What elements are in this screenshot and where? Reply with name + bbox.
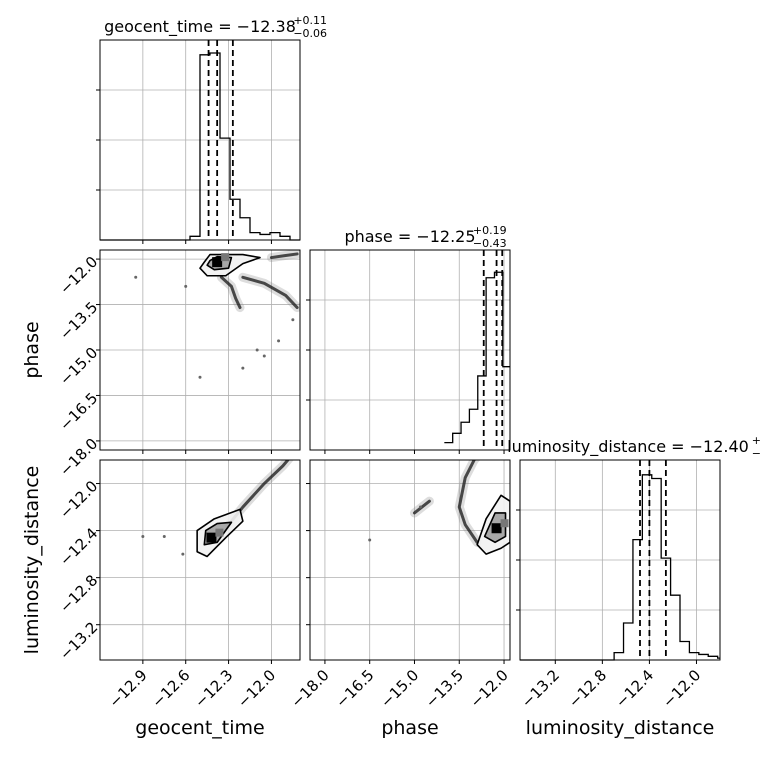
density-peak (212, 257, 223, 268)
panel-title-luminosity_distance: luminosity_distance = −12.40 (507, 437, 749, 457)
density-peak-shade (221, 253, 230, 262)
density-peak (491, 523, 502, 534)
histogram-phase (444, 271, 510, 444)
panel-frame (99, 459, 301, 661)
x-axis-label-luminosity_distance: luminosity_distance (526, 717, 715, 739)
x-axis-label-phase: phase (381, 717, 438, 739)
x-tick-label: −12.0 (234, 666, 279, 711)
sample-density (238, 272, 300, 313)
x-tick-label: −18.0 (288, 666, 333, 711)
x-tick-label: −12.8 (565, 666, 610, 711)
y-tick-label: −12.0 (56, 477, 101, 522)
title-minus: −0.06 (293, 27, 327, 40)
y-tick-label: −13.2 (56, 618, 101, 663)
x-tick-label: −12.0 (467, 666, 512, 711)
sample-point (134, 275, 138, 279)
y-tick-label: −12.4 (56, 524, 101, 569)
density-peak (206, 532, 217, 543)
histogram-luminosity_distance (520, 474, 720, 661)
scatter-panel-geocent_time-luminosity_distance (96, 459, 301, 661)
x-tick-label: −12.0 (659, 666, 704, 711)
sample-trail (219, 275, 242, 310)
scatter-panel-geocent_time-phase (96, 249, 301, 451)
sample-point (470, 456, 473, 459)
x-tick-label: −12.6 (148, 666, 193, 711)
panel-title-phase: phase = −12.25 (344, 227, 475, 246)
sample-point (184, 284, 188, 288)
y-axis-label-phase: phase (21, 321, 43, 378)
hist-panel-phase: phase = −12.25+0.19−0.43 (306, 224, 511, 451)
panel-frame (309, 459, 511, 661)
panel-content (368, 456, 510, 555)
scatter-panel-phase-luminosity_distance (306, 456, 511, 661)
title-minus: −0.08 (752, 447, 760, 460)
y-tick-label: −12.0 (56, 253, 101, 298)
x-tick-label: −12.4 (612, 666, 657, 711)
y-tick-label: −16.5 (56, 389, 101, 434)
sample-point (181, 552, 185, 556)
panel-content (134, 250, 300, 379)
y-tick-label: −18.0 (56, 435, 101, 480)
sample-point (162, 534, 166, 538)
x-tick-label: −15.0 (377, 666, 422, 711)
x-tick-label: −12.3 (191, 666, 236, 711)
density-peak-shade (500, 519, 509, 528)
x-tick-label: −12.9 (105, 666, 150, 711)
sample-trail (241, 275, 299, 310)
sample-trail (457, 460, 479, 544)
title-plus: +0.19 (473, 224, 507, 237)
sample-point (198, 375, 202, 379)
hist-panel-geocent_time: geocent_time = −12.38+0.11−0.06 (96, 14, 327, 241)
panel-title-geocent_time: geocent_time = −12.38 (104, 17, 296, 37)
sample-point (255, 348, 259, 352)
hist-panel-luminosity_distance: luminosity_distance = −12.40+0.14−0.08 (507, 434, 760, 661)
panel-frame (519, 459, 721, 661)
x-tick-label: −13.5 (422, 666, 467, 711)
title-plus: +0.14 (752, 434, 760, 447)
title-minus: −0.43 (473, 237, 507, 250)
sample-point (291, 318, 295, 322)
sample-point (277, 339, 281, 343)
y-axis-label-luminosity_distance: luminosity_distance (21, 466, 43, 655)
x-tick-label: −13.2 (518, 666, 563, 711)
sample-point (241, 366, 245, 370)
histogram-geocent_time (100, 52, 300, 241)
sample-point (368, 538, 372, 542)
panel-content (141, 460, 294, 558)
sample-point (262, 354, 266, 358)
sample-point (418, 505, 422, 509)
panel-frame (309, 249, 511, 451)
x-axis-label-geocent_time: geocent_time (135, 717, 264, 739)
y-tick-label: −13.5 (56, 298, 101, 343)
y-tick-label: −12.8 (56, 571, 101, 616)
y-tick-label: −15.0 (56, 344, 101, 389)
sample-trail (269, 252, 299, 260)
density-peak-shade (215, 528, 224, 537)
sample-point (141, 534, 145, 538)
panel-frame (99, 39, 301, 241)
title-plus: +0.11 (293, 14, 327, 27)
x-tick-label: −16.5 (332, 666, 377, 711)
panel-frame (99, 249, 301, 451)
